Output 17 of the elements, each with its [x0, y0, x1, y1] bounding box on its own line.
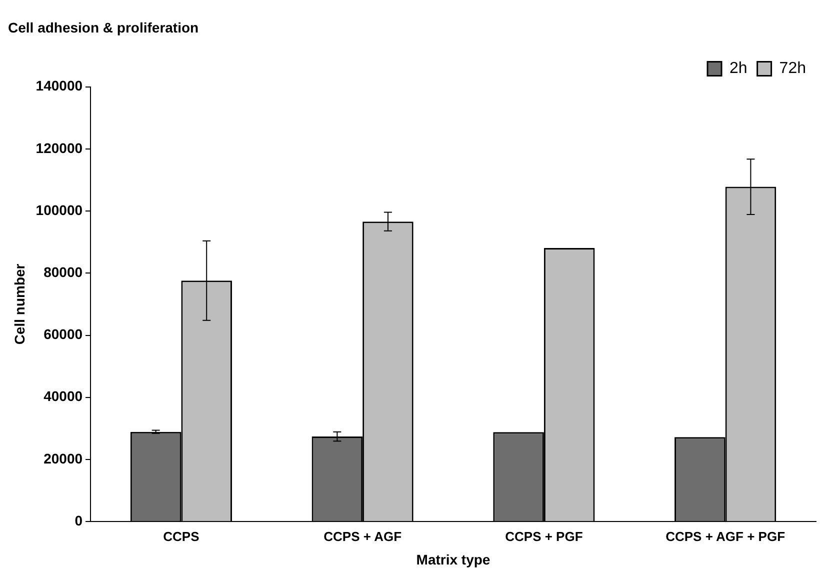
y-tick-label: 40000	[44, 388, 83, 404]
x-axis-title: Matrix type	[416, 551, 490, 568]
legend-label: 2h	[730, 60, 748, 78]
y-tick-label: 60000	[44, 326, 83, 342]
x-tick-label: CCPS + AGF + PGF	[666, 528, 786, 544]
y-axis-title: Cell number	[11, 263, 28, 345]
y-tick-label: 100000	[36, 202, 83, 218]
legend-label: 72h	[779, 60, 806, 78]
y-tick-label: 140000	[36, 78, 83, 94]
x-tick-label: CCPS	[163, 528, 200, 544]
y-tick-label: 120000	[36, 140, 83, 156]
chart-title: Cell adhesion & proliferation	[8, 19, 199, 36]
y-tick-label: 80000	[44, 264, 83, 280]
x-tick-label: CCPS + PGF	[505, 528, 583, 544]
y-tick-label: 20000	[44, 450, 83, 466]
y-tick-label: 0	[74, 512, 83, 528]
x-tick-label: CCPS + AGF	[324, 528, 402, 544]
